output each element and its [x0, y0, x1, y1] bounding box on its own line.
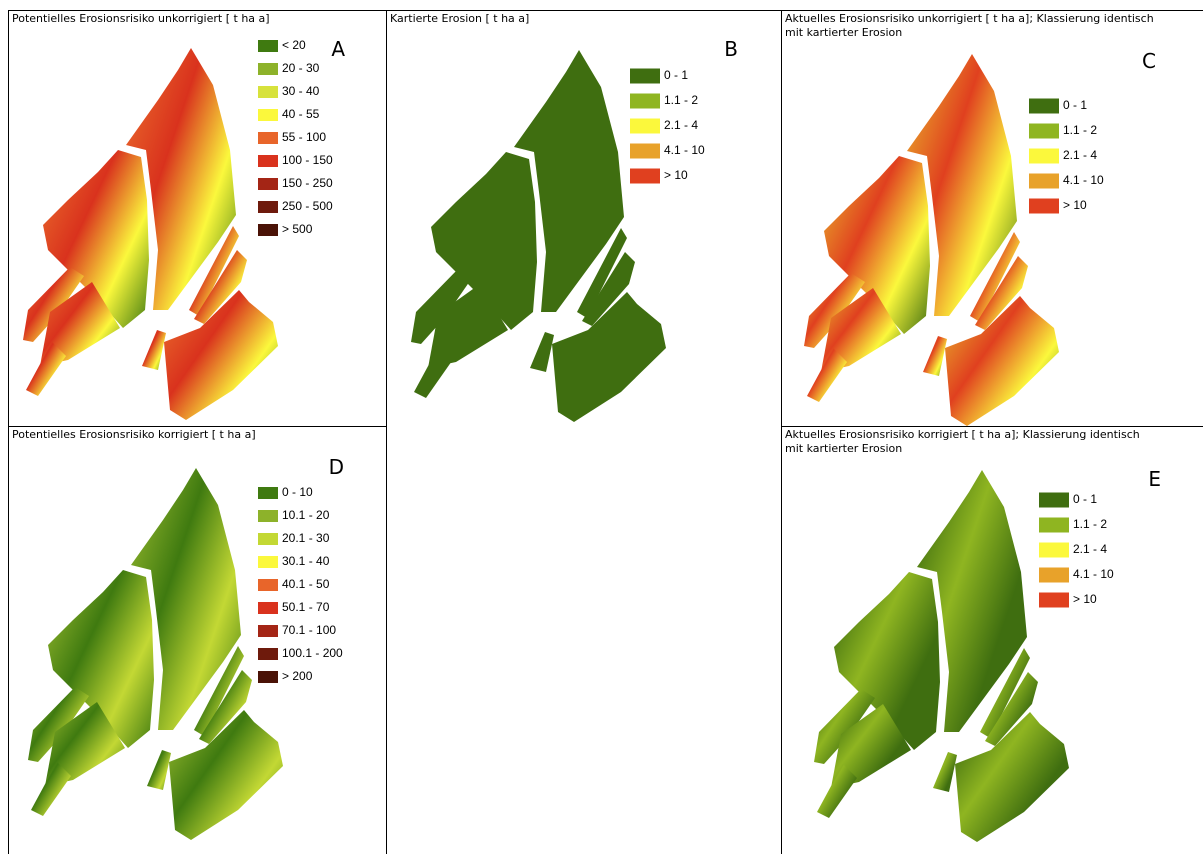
map: [23, 48, 278, 420]
legend-label: 30 - 40: [282, 84, 320, 98]
panel: Kartierte Erosion [ t ha a] B 0 - 1 1.1 - 2…: [390, 12, 738, 422]
legend-label: > 10: [664, 168, 688, 182]
legend-label: 4.1 - 10: [1063, 173, 1104, 187]
legend-swatch: [258, 178, 278, 190]
legend-label: 55 - 100: [282, 130, 326, 144]
legend-swatch: [258, 40, 278, 52]
map: [804, 54, 1059, 426]
legend-label: 0 - 1: [1063, 98, 1087, 112]
map-field: [933, 752, 957, 792]
legend-swatch: [630, 169, 660, 184]
panel-title: Potentielles Erosionsrisiko korrigiert […: [12, 428, 256, 441]
panel-letter: E: [1148, 467, 1161, 491]
legend-label: 1.1 - 2: [1073, 517, 1107, 531]
legend-swatch: [1039, 518, 1069, 533]
legend-swatch: [258, 602, 278, 614]
panel-title: Potentielles Erosionsrisiko unkorrigiert…: [12, 12, 270, 25]
legend-swatch: [630, 144, 660, 159]
legend-label: 0 - 10: [282, 485, 313, 499]
panel-title: Aktuelles Erosionsrisiko korrigiert [ t …: [785, 428, 1140, 441]
legend-swatch: [1029, 124, 1059, 139]
panel-title: mit kartierter Erosion: [785, 26, 902, 39]
legend-label: 2.1 - 4: [1073, 542, 1107, 556]
legend-label: 2.1 - 4: [1063, 148, 1097, 162]
panel: Potentielles Erosionsrisiko unkorrigiert…: [12, 12, 345, 420]
legend-swatch: [1029, 174, 1059, 189]
map-field: [142, 330, 166, 370]
legend-swatch: [258, 625, 278, 637]
legend-label: 20.1 - 30: [282, 531, 330, 545]
legend-label: 100.1 - 200: [282, 646, 343, 660]
legend-swatch: [1029, 199, 1059, 214]
panel-letter: C: [1142, 49, 1156, 73]
map: [411, 50, 666, 422]
legend-swatch: [1029, 149, 1059, 164]
map-field: [945, 296, 1059, 426]
legend-label: 50.1 - 70: [282, 600, 330, 614]
panel-title: Aktuelles Erosionsrisiko unkorrigiert [ …: [785, 12, 1154, 25]
legend-label: 4.1 - 10: [664, 143, 705, 157]
legend-label: > 500: [282, 222, 313, 236]
legend-label: > 10: [1073, 592, 1097, 606]
legend-label: 10.1 - 20: [282, 508, 330, 522]
panel-title: mit kartierter Erosion: [785, 442, 902, 455]
legend-swatch: [258, 155, 278, 167]
legend-swatch: [258, 132, 278, 144]
legend-swatch: [630, 94, 660, 109]
legend-swatch: [258, 579, 278, 591]
legend-label: > 200: [282, 669, 313, 683]
legend-label: 250 - 500: [282, 199, 333, 213]
legend-swatch: [1039, 543, 1069, 558]
panel: Potentielles Erosionsrisiko korrigiert […: [12, 428, 344, 840]
panel-letter: A: [331, 37, 345, 61]
panel: Aktuelles Erosionsrisiko korrigiert [ t …: [785, 428, 1161, 842]
legend-label: 0 - 1: [1073, 492, 1097, 506]
map: [28, 468, 283, 840]
panel-letter: D: [329, 455, 344, 479]
legend-label: < 20: [282, 38, 306, 52]
map-field: [169, 710, 283, 840]
map-field: [955, 712, 1069, 842]
legend-label: 2.1 - 4: [664, 118, 698, 132]
legend-swatch: [1029, 99, 1059, 114]
map-field: [530, 332, 554, 372]
legend-swatch: [258, 671, 278, 683]
legend-swatch: [1039, 568, 1069, 583]
map-field: [552, 292, 666, 422]
legend-label: > 10: [1063, 198, 1087, 212]
legend-label: 100 - 150: [282, 153, 333, 167]
legend-label: 30.1 - 40: [282, 554, 330, 568]
legend-label: 1.1 - 2: [664, 93, 698, 107]
legend-swatch: [1039, 493, 1069, 508]
map-field: [923, 336, 947, 376]
legend-label: 4.1 - 10: [1073, 567, 1114, 581]
legend-label: 40 - 55: [282, 107, 320, 121]
panel-letter: B: [724, 37, 738, 61]
legend-swatch: [630, 69, 660, 84]
legend-label: 150 - 250: [282, 176, 333, 190]
panel-title: Kartierte Erosion [ t ha a]: [390, 12, 529, 25]
legend-swatch: [258, 224, 278, 236]
legend-label: 40.1 - 50: [282, 577, 330, 591]
legend-swatch: [258, 109, 278, 121]
legend-label: 20 - 30: [282, 61, 320, 75]
map: [814, 470, 1069, 842]
legend-swatch: [258, 487, 278, 499]
legend-label: 70.1 - 100: [282, 623, 336, 637]
map-field: [147, 750, 171, 790]
legend-swatch: [258, 63, 278, 75]
legend-label: 0 - 1: [664, 68, 688, 82]
legend-swatch: [258, 533, 278, 545]
legend-swatch: [258, 86, 278, 98]
map-field: [164, 290, 278, 420]
legend-swatch: [258, 556, 278, 568]
figure: Potentielles Erosionsrisiko unkorrigiert…: [0, 0, 1203, 854]
legend-swatch: [1039, 593, 1069, 608]
legend-swatch: [258, 648, 278, 660]
legend-label: 1.1 - 2: [1063, 123, 1097, 137]
legend-swatch: [630, 119, 660, 134]
legend-swatch: [258, 510, 278, 522]
panel: Aktuelles Erosionsrisiko unkorrigiert [ …: [785, 12, 1156, 426]
legend-swatch: [258, 201, 278, 213]
